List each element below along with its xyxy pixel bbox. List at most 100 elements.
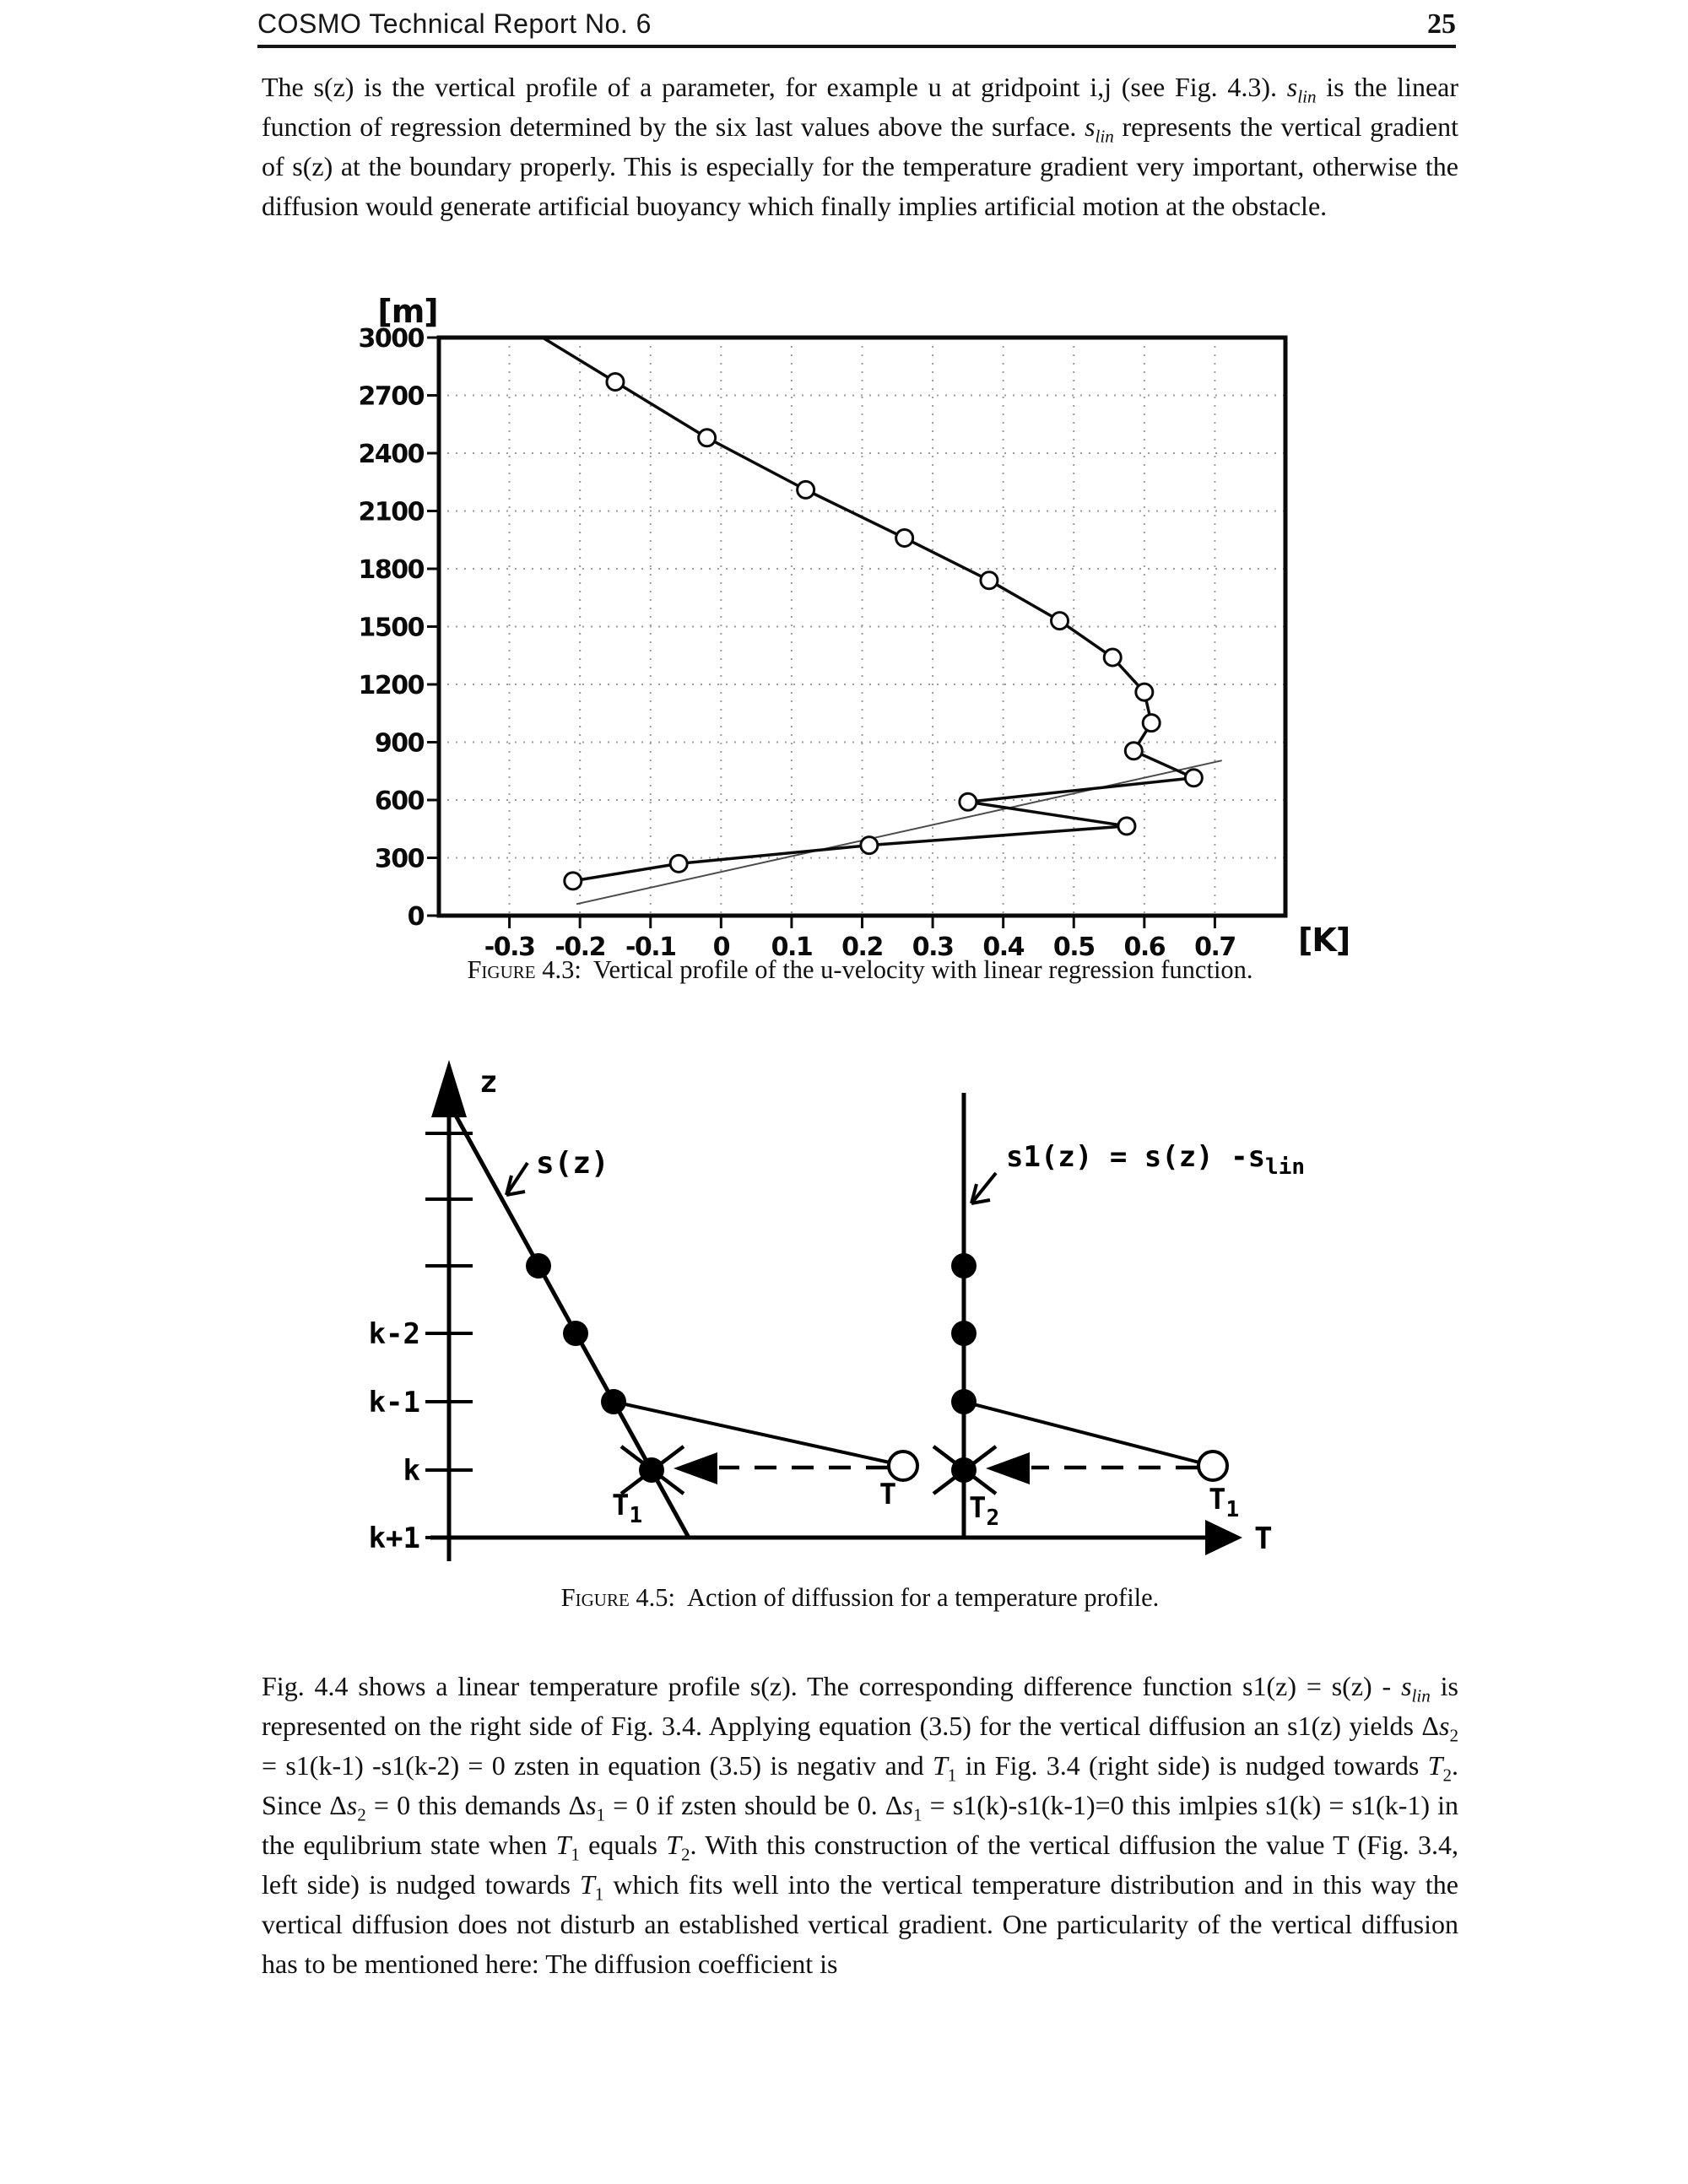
t1-right-label: T1 (1209, 1483, 1239, 1522)
text-run: T (666, 1830, 681, 1860)
text-run: s (1401, 1671, 1412, 1701)
s1-level-point (951, 1321, 977, 1346)
data-point-marker (697, 428, 717, 448)
s-z-label-arrow (505, 1161, 529, 1197)
t1-left-label: T1 (612, 1489, 642, 1528)
text-run: T (555, 1830, 571, 1860)
y-axis-unit-label: [m] (377, 293, 437, 330)
figure-4-5-caption-label: Figure 4.5: (560, 1583, 676, 1612)
level-labels: k-2 k-1 k k+1 (369, 1317, 420, 1555)
paragraph-discussion: Fig. 4.4 shows a linear temperature prof… (262, 1667, 1458, 1984)
text-run-subscript: 2 (357, 1804, 366, 1825)
data-point-marker (668, 853, 689, 873)
x-tick-label: 0.1 (771, 933, 813, 962)
x-axis-unit-label: [K] (1298, 922, 1350, 959)
y-tick-label: 0 (408, 902, 425, 932)
text-run: . Since Δ (262, 1750, 1459, 1820)
figure-4-5-caption: Figure 4.5: Action of diffussion for a te… (245, 1583, 1475, 1613)
text-run: T (1427, 1750, 1443, 1781)
x-axis-ticks: -0.3 -0.2 -0.1 0 0.1 0.2 0.3 0.4 0.5 0.6 0.7 (484, 916, 1236, 962)
right-nudge-arrowhead (986, 1452, 1030, 1484)
x-tick-label: 0.7 (1194, 933, 1236, 962)
figure-4-3-caption-label: Figure 4.3: (467, 955, 582, 984)
text-run: = s1(k)-s1(k-1)=0 this imlpies s1(k) = s… (262, 1790, 1459, 1860)
t2-label: T2 (969, 1491, 999, 1531)
y-tick-label: 1200 (359, 671, 425, 700)
right-nudge-group: T2 T1 (932, 1400, 1239, 1531)
text-run: s (1286, 72, 1298, 102)
regression-line (576, 760, 1222, 905)
report-title: COSMO Technical Report No. 6 (257, 8, 652, 39)
t-point-circle (887, 1450, 919, 1482)
text-run-subscript: 2 (680, 1844, 690, 1865)
data-point-marker (979, 570, 999, 591)
text-run: is the linear function of regression det… (262, 72, 1459, 142)
text-run: s (346, 1790, 358, 1820)
grid-level-point (563, 1321, 588, 1346)
y-tick-label: 300 (375, 845, 425, 874)
text-run-subscript: 1 (912, 1804, 922, 1825)
paragraph-intro: The s(z) is the vertical profile of a pa… (262, 68, 1458, 226)
z-axis-arrowhead (431, 1060, 467, 1117)
level-label-k+1: k+1 (369, 1522, 420, 1555)
left-nudge-group: T T1 (612, 1400, 919, 1528)
s1-label-arrow (970, 1171, 998, 1205)
level-label-k-2: k-2 (369, 1317, 420, 1351)
text-run: s (902, 1790, 913, 1820)
data-point-marker (895, 527, 915, 548)
s1-label: s1(z) = s(z) -slin (1006, 1140, 1305, 1180)
t-point-label: T (879, 1478, 896, 1511)
text-run-subscript: 1 (596, 1804, 606, 1825)
text-run: T (932, 1750, 948, 1781)
text-run: s (586, 1790, 597, 1820)
z-axis-label: z (479, 1065, 498, 1100)
x-tick-label: 0.5 (1053, 933, 1095, 962)
text-run: s (1438, 1711, 1450, 1741)
x-tick-label: 0.2 (841, 933, 883, 962)
data-point-marker (796, 479, 816, 500)
text-run-subscript: lin (1095, 126, 1114, 147)
y-tick-label: 2400 (359, 440, 425, 469)
text-run: . With this construction of the vertical… (262, 1830, 1459, 1900)
s-z-label: s(z) (536, 1146, 609, 1181)
x-tick-label: 0 (713, 933, 730, 962)
figure-4-3-chart: 0 300 600 900 1200 1500 1800 2100 2400 2700 3000 -0… (359, 293, 1351, 962)
s-z-profile: s(z) (452, 1112, 691, 1539)
text-run-subscript: 2 (1442, 1765, 1453, 1786)
text-run: represents the vertical gradient of s(z)… (262, 111, 1459, 221)
level-label-k: k (403, 1454, 420, 1488)
x-tick-label: -0.1 (625, 933, 676, 962)
text-run: is represented on the right side of Fig.… (262, 1671, 1459, 1741)
grid-level-point (526, 1253, 551, 1279)
x-tick-label: 0.4 (982, 933, 1024, 962)
data-point-marker (1117, 816, 1137, 836)
text-run: = s1(k-1) -s1(k-2) = 0 zsten in equation… (262, 1750, 933, 1781)
level-label-k-1: k-1 (369, 1386, 420, 1419)
y-tick-label: 1500 (359, 614, 425, 643)
header-rule (257, 45, 1456, 48)
text-run: The s(z) is the vertical profile of a pa… (262, 72, 1287, 102)
y-tick-label: 3000 (359, 324, 425, 354)
text-run: s (1085, 111, 1096, 142)
y-tick-label: 600 (375, 787, 425, 816)
y-tick-label: 900 (375, 729, 425, 759)
text-run: = 0 if zsten should be 0. Δ (605, 1790, 903, 1820)
text-run-subscript: 1 (947, 1765, 957, 1786)
profile-markers (563, 372, 1204, 891)
s1-level-point (951, 1253, 977, 1279)
text-run: Fig. 4.4 shows a linear temperature prof… (262, 1671, 1402, 1701)
t-axis-label: T (1254, 1522, 1273, 1556)
page-header: COSMO Technical Report No. 6 25 (257, 8, 1456, 41)
profile-curve (541, 336, 1196, 883)
text-run-subscript: 1 (594, 1884, 604, 1905)
y-tick-label: 2700 (359, 382, 425, 412)
text-run: equals (579, 1830, 667, 1860)
text-run-subscript: lin (1297, 86, 1317, 107)
text-run-subscript: 2 (1449, 1725, 1458, 1746)
data-point-marker (605, 372, 625, 392)
text-run: = 0 this demands Δ (365, 1790, 587, 1820)
figure-4-3-caption-text: Vertical profile of the u-velocity with … (592, 955, 1253, 984)
text-run: T (579, 1869, 595, 1900)
